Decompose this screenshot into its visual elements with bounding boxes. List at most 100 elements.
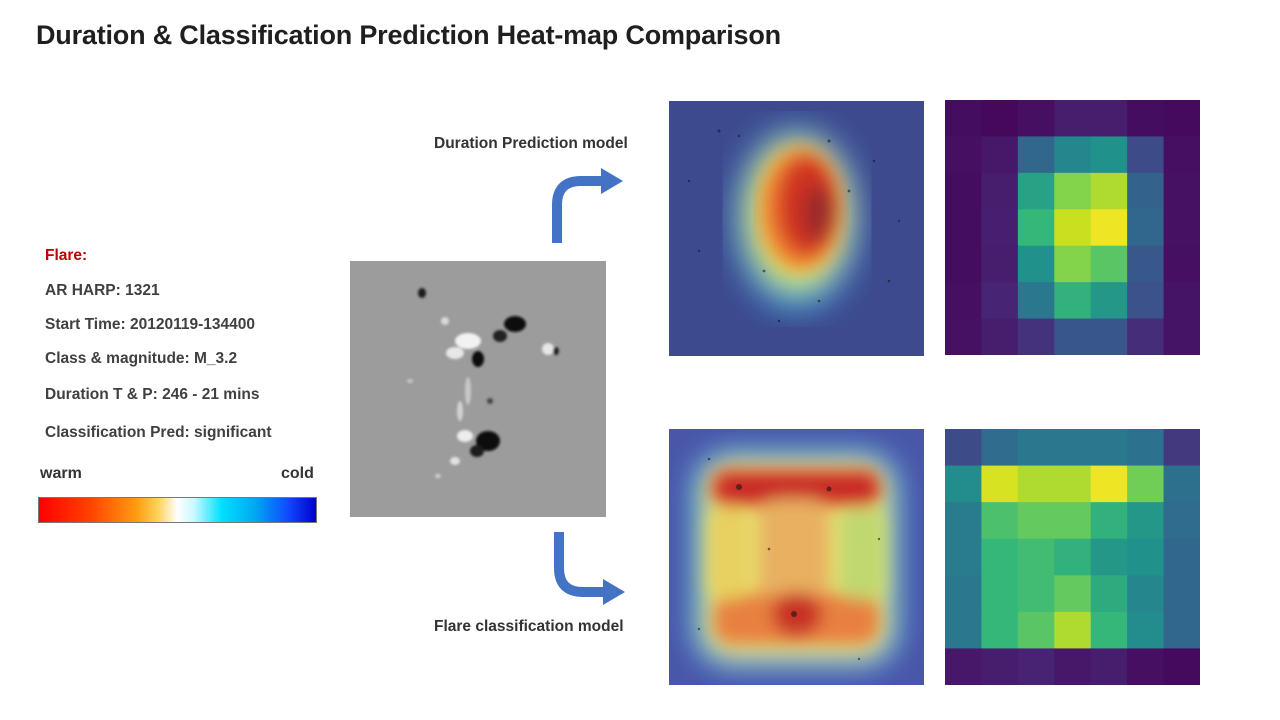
grid-cell: [1163, 136, 1200, 174]
grid-cell: [1163, 465, 1200, 503]
classification-heatmap-overlay: [669, 429, 924, 685]
arrow-to-classification-model: [554, 532, 625, 605]
grid-cell: [981, 172, 1019, 210]
grid-cell: [981, 136, 1019, 174]
grid-cell: [981, 575, 1019, 613]
grid-cell: [981, 611, 1019, 649]
grid-cell: [981, 648, 1019, 685]
grid-cell: [1090, 502, 1128, 540]
arrow-to-duration-model: [552, 168, 623, 243]
grid-cell: [1054, 538, 1092, 576]
grid-cell: [1163, 611, 1200, 649]
grid-cell: [1054, 575, 1092, 613]
grid-cell: [1054, 648, 1092, 685]
harp-number: AR HARP: 1321: [45, 282, 160, 299]
flare-header: Flare:: [45, 247, 88, 264]
grid-cell: [1127, 245, 1165, 283]
duration-heatmap-overlay: [669, 101, 924, 356]
grid-cell: [981, 100, 1019, 137]
grid-cell: [1054, 318, 1092, 355]
grid-cell: [1054, 282, 1092, 320]
grid-cell: [1090, 575, 1128, 613]
start-time: Start Time: 20120119-134400: [45, 316, 255, 333]
grid-cell: [981, 282, 1019, 320]
grid-cell: [1090, 465, 1128, 503]
grid-cell: [1017, 465, 1055, 503]
classification-pred: Classification Pred: significant: [45, 424, 272, 441]
grid-cell: [1090, 538, 1128, 576]
grid-cell: [1090, 209, 1128, 247]
grid-cell: [1054, 245, 1092, 283]
grid-cell: [1090, 429, 1128, 467]
grid-cell: [1163, 575, 1200, 613]
grid-cell: [1127, 648, 1165, 685]
grid-cell: [1163, 538, 1200, 576]
grid-cell: [945, 465, 982, 503]
grid-cell: [981, 429, 1019, 467]
grid-cell: [1163, 648, 1200, 685]
grid-cell: [1163, 245, 1200, 283]
heat-colorbar: [38, 497, 317, 523]
grid-cell: [945, 502, 982, 540]
grid-cell: [945, 648, 982, 685]
grid-cell: [981, 209, 1019, 247]
grid-cell: [1017, 245, 1055, 283]
page-title: Duration & Classification Prediction Hea…: [36, 20, 781, 50]
grid-cell: [1127, 136, 1165, 174]
grid-cell: [1054, 209, 1092, 247]
grid-cell: [1017, 575, 1055, 613]
grid-cell: [1017, 502, 1055, 540]
grid-cell: [1090, 172, 1128, 210]
grid-cell: [945, 100, 982, 137]
grid-cell: [1163, 209, 1200, 247]
grid-cell: [981, 318, 1019, 355]
grid-cell: [1054, 172, 1092, 210]
warm-label: warm: [40, 465, 82, 482]
grid-cell: [945, 611, 982, 649]
grid-cell: [1017, 538, 1055, 576]
grid-cell: [945, 318, 982, 355]
grid-cell: [1127, 538, 1165, 576]
grid-cell: [1017, 648, 1055, 685]
grid-cell: [1127, 465, 1165, 503]
grid-cell: [1127, 318, 1165, 355]
class-magnitude: Class & magnitude: M_3.2: [45, 350, 238, 367]
grid-cell: [1163, 282, 1200, 320]
grid-cell: [1090, 611, 1128, 649]
grid-cell: [1163, 172, 1200, 210]
grid-cell: [1017, 100, 1055, 137]
grid-cell: [1017, 172, 1055, 210]
grid-cell: [1017, 209, 1055, 247]
duration-true-pred: Duration T & P: 246 - 21 mins: [45, 386, 260, 403]
grid-cell: [1017, 318, 1055, 355]
magnetogram-image: [350, 261, 606, 517]
grid-cell: [1163, 429, 1200, 467]
grid-cell: [1090, 100, 1128, 137]
grid-cell: [1127, 502, 1165, 540]
grid-cell: [1017, 136, 1055, 174]
cold-label: cold: [281, 465, 314, 482]
grid-cell: [1163, 100, 1200, 137]
grid-cell: [1054, 429, 1092, 467]
grid-cell: [945, 209, 982, 247]
grid-cell: [945, 575, 982, 613]
grid-cell: [981, 465, 1019, 503]
grid-cell: [1127, 172, 1165, 210]
grid-cell: [981, 538, 1019, 576]
classification-model-label: Flare classification model: [434, 618, 624, 635]
grid-cell: [1054, 100, 1092, 137]
grid-cell: [945, 282, 982, 320]
grid-cell: [1090, 318, 1128, 355]
grid-cell: [1127, 429, 1165, 467]
grid-cell: [945, 245, 982, 283]
grid-cell: [1017, 282, 1055, 320]
grid-cell: [1127, 575, 1165, 613]
grid-cell: [1090, 245, 1128, 283]
grid-cell: [1090, 282, 1128, 320]
duration-model-label: Duration Prediction model: [434, 135, 628, 152]
grid-cell: [1127, 282, 1165, 320]
grid-cell: [945, 429, 982, 467]
duration-grid-heatmap: [945, 100, 1200, 355]
grid-cell: [1017, 429, 1055, 467]
grid-cell: [1127, 100, 1165, 137]
